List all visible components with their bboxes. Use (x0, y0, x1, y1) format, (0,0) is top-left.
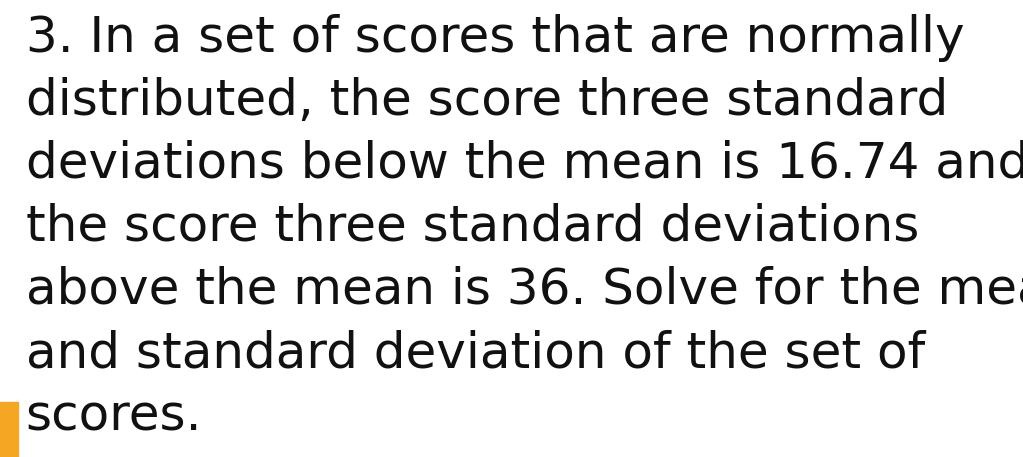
Text: and standard deviation of the set of: and standard deviation of the set of (26, 329, 925, 377)
Bar (0, 402, 18, 457)
Text: deviations below the mean is 16.74 and: deviations below the mean is 16.74 and (26, 140, 1023, 188)
Text: scores.: scores. (26, 392, 203, 440)
Text: distributed, the score three standard: distributed, the score three standard (26, 77, 948, 125)
Text: 3. In a set of scores that are normally: 3. In a set of scores that are normally (26, 14, 965, 62)
Text: the score three standard deviations: the score three standard deviations (26, 203, 919, 251)
Text: above the mean is 36. Solve for the mean: above the mean is 36. Solve for the mean (26, 266, 1023, 314)
